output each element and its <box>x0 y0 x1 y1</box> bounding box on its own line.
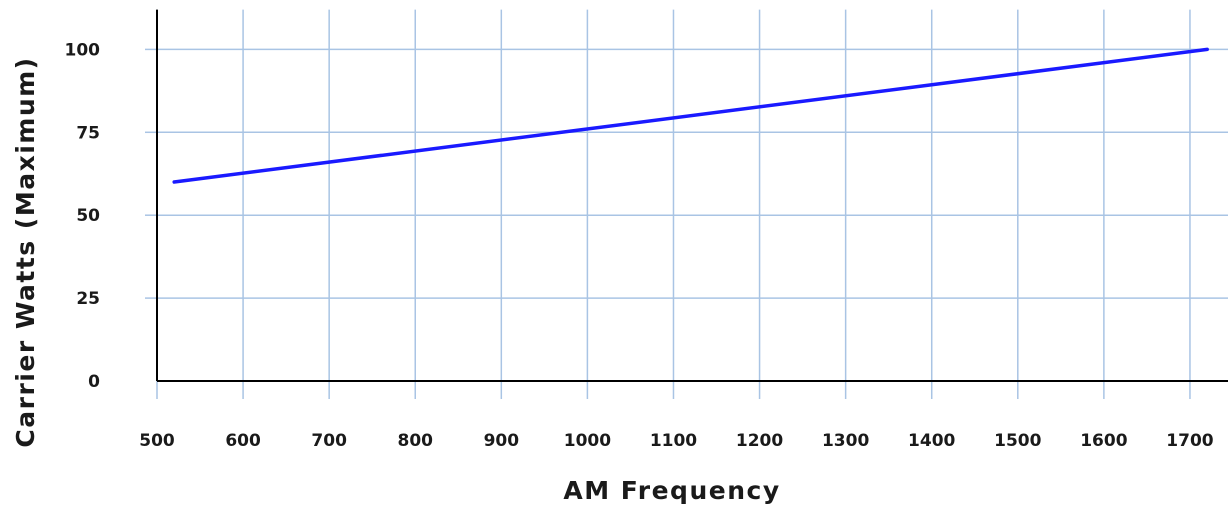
y-tick-label: 25 <box>76 289 100 309</box>
y-tick-labels: 0 25 50 75 100 <box>65 40 101 392</box>
x-tick-label: 700 <box>311 431 347 451</box>
series-line <box>172 47 1209 184</box>
x-tick-label: 1700 <box>1166 431 1213 451</box>
y-tick-label: 50 <box>76 206 100 226</box>
x-axis-title: AM Frequency <box>563 476 780 505</box>
x-tick-label: 1300 <box>822 431 869 451</box>
y-tick-label: 100 <box>65 40 101 60</box>
x-tick-label: 1200 <box>736 431 783 451</box>
x-tick-label: 600 <box>225 431 261 451</box>
x-tick-label: 1500 <box>994 431 1041 451</box>
x-tick-label: 800 <box>397 431 433 451</box>
x-tick-labels: 500 600 700 800 900 1000 1100 1200 1300 1400 1500 1… <box>139 431 1214 451</box>
x-tick-label: 900 <box>484 431 520 451</box>
y-axis-title: Carrier Watts (Maximum) <box>11 56 40 447</box>
grid-lines <box>145 9 1228 399</box>
x-tick-label: 1600 <box>1080 431 1127 451</box>
y-tick-label: 75 <box>76 123 100 143</box>
data-series <box>172 47 1209 184</box>
axes <box>156 9 1228 382</box>
x-tick-label: 1100 <box>650 431 697 451</box>
x-tick-label: 1400 <box>908 431 955 451</box>
y-tick-label: 0 <box>88 372 100 392</box>
x-tick-label: 500 <box>139 431 175 451</box>
x-tick-label: 1000 <box>564 431 611 451</box>
